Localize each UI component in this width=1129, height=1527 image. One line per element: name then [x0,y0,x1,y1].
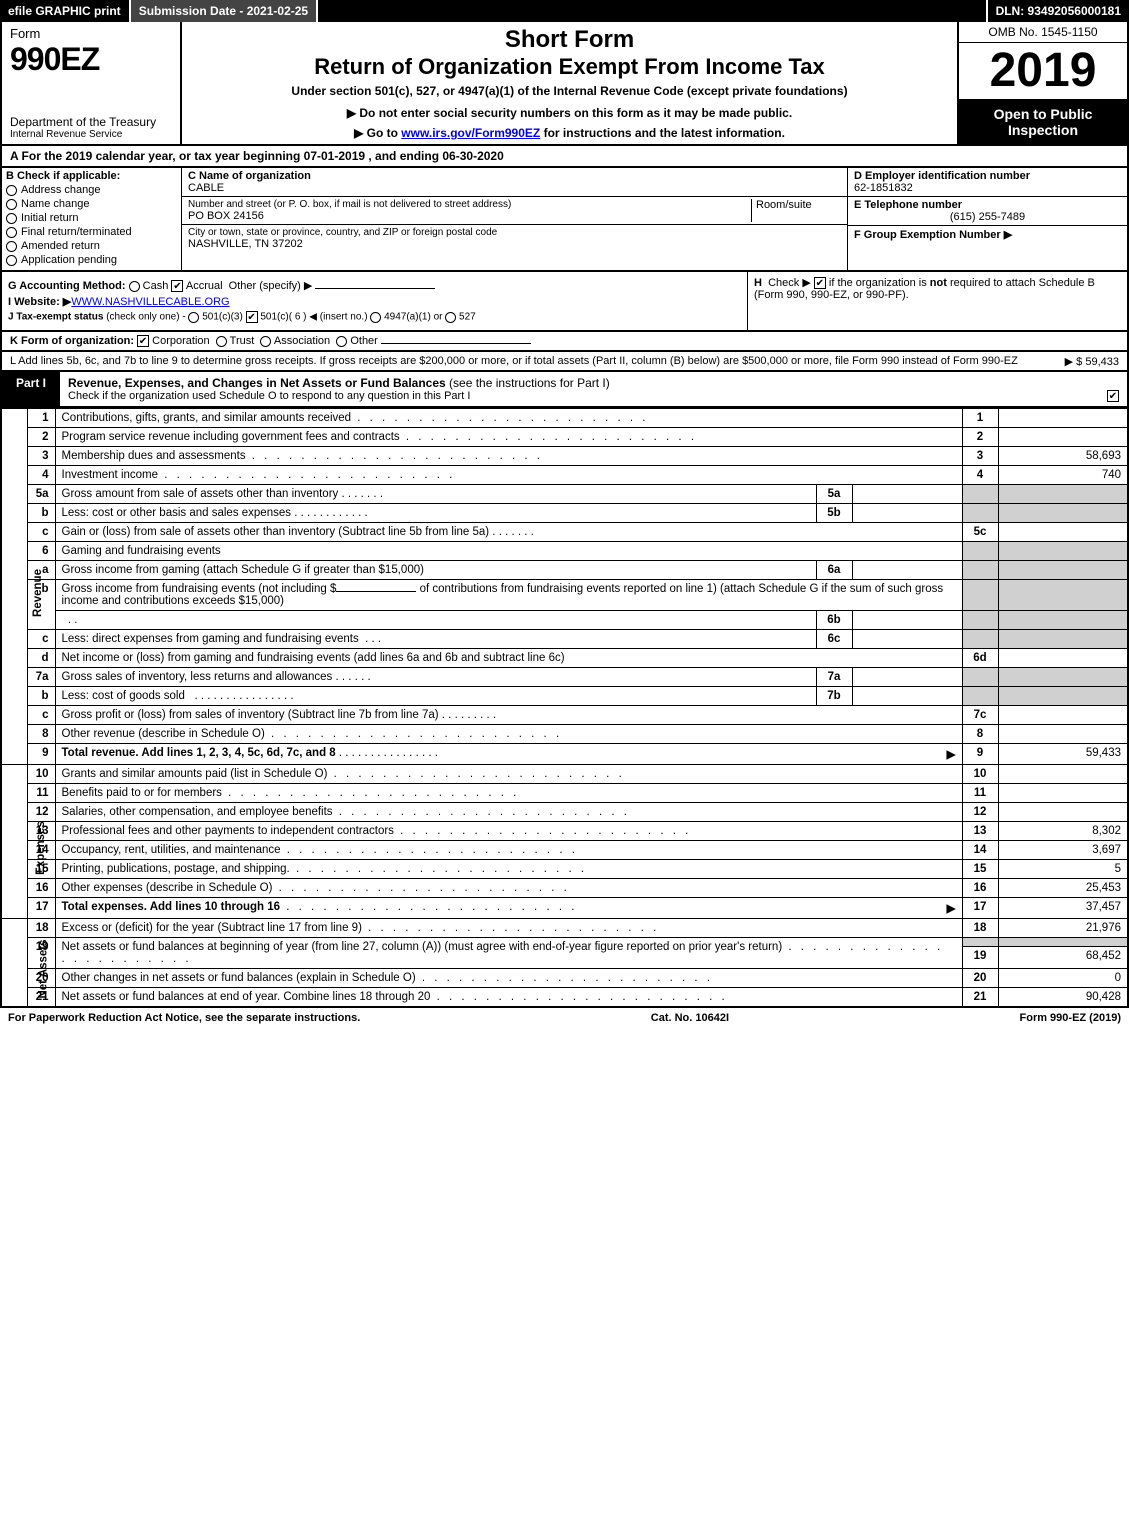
ein: 62-1851832 [854,182,913,194]
irs-link[interactable]: www.irs.gov/Form990EZ [401,126,540,140]
dln: DLN: 93492056000181 [986,0,1129,22]
line-14-val: 3,697 [998,841,1128,860]
chk-trust[interactable] [216,336,227,347]
paperwork-notice: For Paperwork Reduction Act Notice, see … [8,1012,360,1024]
chk-cash[interactable] [129,281,140,292]
line-3-val: 58,693 [998,447,1128,466]
section-k: K Form of organization: ✔ Corporation Tr… [0,332,1129,352]
form-ref: Form 990-EZ (2019) [1020,1012,1121,1024]
line-20-val: 0 [998,969,1128,988]
chk-501c3[interactable] [188,312,199,323]
under-section: Under section 501(c), 527, or 4947(a)(1)… [190,84,949,98]
chk-schedule-b[interactable]: ✔ [814,277,826,289]
line-16-val: 25,453 [998,879,1128,898]
form-title-2: Return of Organization Exempt From Incom… [190,54,949,80]
room-suite: Room/suite [751,199,841,222]
line-9-val: 59,433 [998,744,1128,765]
line-11-val [998,784,1128,803]
chk-application-pending[interactable]: Application pending [6,254,177,266]
chk-corporation[interactable]: ✔ [137,335,149,347]
website-link[interactable]: WWW.NASHVILLECABLE.ORG [71,296,229,308]
section-f: F Group Exemption Number ▶ [848,226,1127,243]
form-title-1: Short Form [190,26,949,54]
form-id-block: Form 990EZ Department of the Treasury In… [2,22,182,144]
line-10-val [998,765,1128,784]
chk-4947[interactable] [370,312,381,323]
netassets-side-label: Net Assets [1,919,27,1008]
efile-label[interactable]: efile GRAPHIC print [0,0,131,22]
tax-year: 2019 [959,43,1127,100]
part-i-table: Revenue 1 Contributions, gifts, grants, … [0,408,1129,1008]
chk-initial-return[interactable]: Initial return [6,212,177,224]
expenses-side-label: Expenses [1,765,27,919]
chk-501c[interactable]: ✔ [246,311,258,323]
line-1-val [998,409,1128,428]
section-e: E Telephone number (615) 255-7489 [848,197,1127,226]
addr-label: Number and street (or P. O. box, if mail… [188,199,751,210]
phone: (615) 255-7489 [854,211,1121,223]
org-city: NASHVILLE, TN 37202 [188,238,841,250]
chk-schedule-o[interactable]: ✔ [1107,390,1119,402]
part-i-tag: Part I [2,372,60,406]
submission-date: Submission Date - 2021-02-25 [131,0,318,22]
section-h: H Check ▶ ✔ if the organization is not r… [747,272,1127,330]
chk-accrual[interactable]: ✔ [171,280,183,292]
revenue-side-label: Revenue [1,409,27,765]
section-l: L Add lines 5b, 6c, and 7b to line 9 to … [0,352,1129,372]
line-7a-val [852,668,962,687]
goto-instructions: ▶ Go to www.irs.gov/Form990EZ for instru… [190,126,949,140]
line-19-val: 68,452 [998,946,1128,969]
chk-527[interactable] [445,312,456,323]
chk-association[interactable] [260,336,271,347]
line-6b-val [852,611,962,630]
line-5a-val [852,485,962,504]
form-number: 990EZ [10,41,172,78]
chk-amended-return[interactable]: Amended return [6,240,177,252]
line-6c-val [852,630,962,649]
line-6a-val [852,561,962,580]
dept-treasury: Department of the Treasury [10,115,172,129]
open-inspection: Open to PublicInspection [959,100,1127,144]
top-bar: efile GRAPHIC print Submission Date - 20… [0,0,1129,22]
tax-period: A For the 2019 calendar year, or tax yea… [0,146,1129,168]
section-city: City or town, state or province, country… [182,225,847,252]
line-21-val: 90,428 [998,988,1128,1008]
chk-final-return[interactable]: Final return/terminated [6,226,177,238]
part-i-title: Revenue, Expenses, and Changes in Net As… [60,372,1127,406]
irs-label: Internal Revenue Service [10,129,172,140]
line-4-val: 740 [998,466,1128,485]
gross-receipts: ▶ $ 59,433 [1065,355,1119,368]
cat-no: Cat. No. 10642I [651,1012,729,1024]
line-12-val [998,803,1128,822]
chk-name-change[interactable]: Name change [6,198,177,210]
line-2-val [998,428,1128,447]
chk-other[interactable] [336,336,347,347]
line-15-val: 5 [998,860,1128,879]
chk-address-change[interactable]: Address change [6,184,177,196]
section-g: G Accounting Method: Cash ✔ Accrual Othe… [8,279,741,292]
section-d: D Employer identification number 62-1851… [848,168,1127,197]
form-word: Form [10,26,172,41]
no-ssn-notice: ▶ Do not enter social security numbers o… [190,106,949,120]
line-7c-val [998,706,1128,725]
line-13-val: 8,302 [998,822,1128,841]
line-6d-val [998,649,1128,668]
section-c: C Name of organization CABLE [182,168,847,197]
section-i: I Website: ▶WWW.NASHVILLECABLE.ORG [8,295,741,308]
section-j: J Tax-exempt status (check only one) - 5… [8,311,741,323]
line-17-val: 37,457 [998,898,1128,919]
line-8-val [998,725,1128,744]
line-5c-val [998,523,1128,542]
section-b-label: B Check if applicable: [6,170,177,182]
line-7b-val [852,687,962,706]
line-18-val: 21,976 [998,919,1128,938]
org-address: PO BOX 24156 [188,210,751,222]
org-name: CABLE [188,182,224,194]
line-5b-val [852,504,962,523]
page-footer: For Paperwork Reduction Act Notice, see … [0,1008,1129,1028]
omb-number: OMB No. 1545-1150 [959,22,1127,43]
